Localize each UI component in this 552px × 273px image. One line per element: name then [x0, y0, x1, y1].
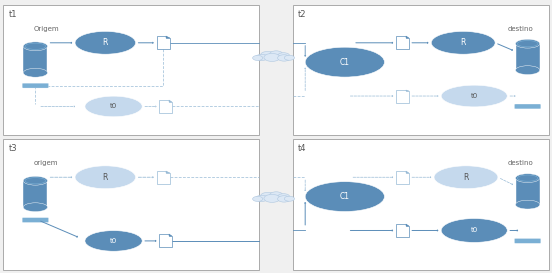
Circle shape: [278, 196, 290, 202]
Polygon shape: [157, 36, 169, 49]
Text: t0: t0: [471, 93, 478, 99]
Circle shape: [270, 192, 283, 198]
Ellipse shape: [75, 166, 136, 189]
Polygon shape: [406, 90, 409, 91]
Text: R: R: [103, 173, 108, 182]
Ellipse shape: [516, 39, 540, 48]
Circle shape: [261, 51, 275, 59]
Ellipse shape: [441, 218, 507, 242]
Circle shape: [264, 194, 280, 202]
Circle shape: [278, 55, 290, 61]
Text: C1: C1: [340, 58, 350, 67]
Ellipse shape: [434, 166, 498, 189]
Ellipse shape: [75, 31, 136, 54]
Text: R: R: [103, 38, 108, 47]
Ellipse shape: [441, 85, 507, 107]
Polygon shape: [169, 100, 172, 102]
Text: t4: t4: [298, 144, 306, 153]
Ellipse shape: [23, 68, 47, 77]
Ellipse shape: [23, 203, 47, 212]
Polygon shape: [396, 90, 409, 103]
FancyBboxPatch shape: [514, 238, 541, 243]
FancyBboxPatch shape: [22, 83, 49, 88]
Circle shape: [264, 54, 280, 61]
Text: R: R: [460, 38, 466, 47]
Ellipse shape: [23, 42, 47, 51]
FancyBboxPatch shape: [516, 178, 540, 204]
Text: t2: t2: [298, 10, 306, 19]
FancyBboxPatch shape: [293, 5, 549, 135]
Text: destino: destino: [507, 160, 533, 166]
Text: C1: C1: [340, 192, 350, 201]
Text: t0: t0: [471, 227, 478, 233]
Circle shape: [256, 54, 268, 61]
FancyBboxPatch shape: [293, 139, 549, 270]
Ellipse shape: [85, 231, 142, 251]
Ellipse shape: [305, 47, 385, 77]
Circle shape: [261, 192, 275, 200]
Ellipse shape: [85, 96, 142, 117]
Circle shape: [270, 51, 283, 57]
Polygon shape: [396, 36, 409, 49]
Polygon shape: [160, 235, 172, 247]
Ellipse shape: [23, 176, 47, 185]
Polygon shape: [169, 235, 172, 236]
FancyBboxPatch shape: [23, 181, 47, 207]
Polygon shape: [406, 171, 409, 173]
Text: t0: t0: [110, 238, 117, 244]
Polygon shape: [166, 36, 169, 38]
Text: t1: t1: [9, 10, 18, 19]
Polygon shape: [166, 171, 169, 173]
FancyBboxPatch shape: [516, 44, 540, 70]
Circle shape: [278, 53, 290, 59]
Polygon shape: [396, 171, 409, 184]
FancyBboxPatch shape: [23, 46, 47, 73]
Ellipse shape: [305, 182, 385, 212]
Text: t0: t0: [110, 103, 117, 109]
Text: destino: destino: [507, 26, 533, 32]
Polygon shape: [406, 224, 409, 226]
Text: origem: origem: [34, 160, 58, 166]
Text: Origem: Origem: [34, 26, 60, 32]
Polygon shape: [406, 36, 409, 38]
Polygon shape: [396, 224, 409, 237]
FancyBboxPatch shape: [514, 104, 541, 109]
Text: R: R: [463, 173, 469, 182]
Ellipse shape: [516, 200, 540, 209]
Circle shape: [253, 55, 263, 60]
Polygon shape: [157, 171, 169, 184]
Circle shape: [284, 196, 294, 201]
Polygon shape: [160, 100, 172, 113]
Circle shape: [253, 196, 263, 201]
Circle shape: [284, 55, 294, 60]
FancyBboxPatch shape: [3, 5, 259, 135]
Ellipse shape: [516, 174, 540, 183]
FancyBboxPatch shape: [22, 218, 49, 222]
Circle shape: [278, 194, 290, 200]
Circle shape: [256, 195, 268, 201]
Ellipse shape: [516, 66, 540, 75]
FancyBboxPatch shape: [3, 139, 259, 270]
Text: t3: t3: [9, 144, 18, 153]
Ellipse shape: [431, 31, 495, 54]
